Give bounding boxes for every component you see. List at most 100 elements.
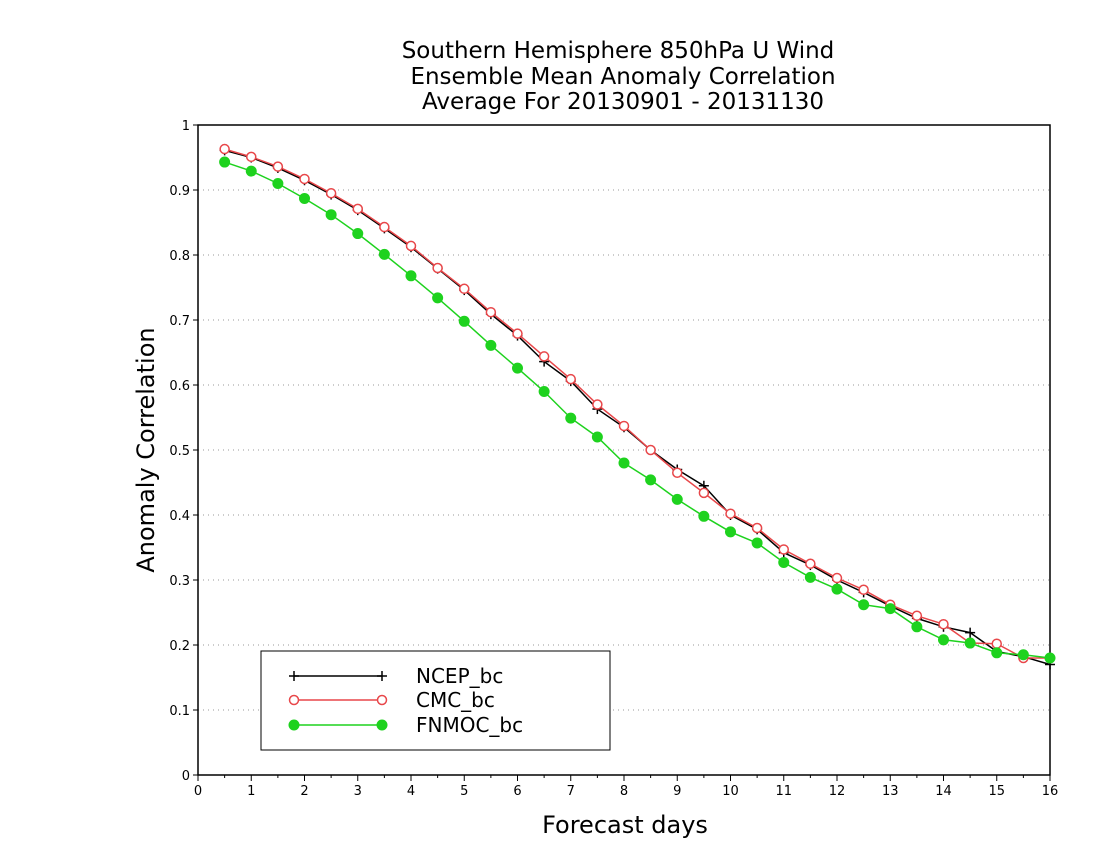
data-point	[672, 467, 683, 478]
legend-entry: NCEP_bc	[289, 664, 503, 688]
data-point	[645, 474, 657, 486]
data-point	[459, 283, 470, 295]
x-tick-label: 4	[407, 784, 415, 799]
axes: 00.10.20.30.40.50.60.70.80.910 1 2 3 4 5 6 7 8 9 1…	[169, 119, 1058, 799]
data-point	[245, 165, 257, 177]
y-tick-label: 0.6	[169, 379, 190, 394]
x-tick-label: 11	[775, 784, 792, 799]
data-point	[352, 228, 364, 240]
y-tick-label: 0.1	[169, 704, 190, 719]
data-point	[512, 328, 523, 339]
data-point	[618, 420, 630, 432]
y-tick-label: 0	[182, 769, 190, 784]
x-tick-label: 7	[567, 784, 575, 799]
data-point	[858, 599, 870, 611]
y-tick-label: 0.5	[169, 444, 190, 459]
legend-marker	[377, 671, 387, 681]
x-tick-label: 3	[354, 784, 362, 799]
data-point	[432, 262, 443, 274]
data-point	[858, 584, 869, 595]
data-point	[618, 457, 630, 469]
data-point	[751, 522, 763, 534]
y-tick-label: 0.9	[169, 184, 190, 199]
legend-marker	[289, 671, 299, 681]
data-point	[1044, 652, 1056, 664]
series-cmc-bc	[219, 143, 1056, 664]
legend-marker	[376, 694, 388, 706]
title-line-2: Ensemble Mean Anomaly Correlation	[410, 64, 835, 90]
data-point	[379, 221, 390, 233]
series-line	[224, 148, 1050, 659]
data-point	[485, 339, 497, 351]
data-point	[405, 270, 417, 282]
chart-title: Southern Hemisphere 850hPa U Wind Ensemb…	[402, 38, 836, 115]
title-line-1: Southern Hemisphere 850hPa U Wind	[402, 38, 835, 64]
y-tick-label: 0.2	[169, 639, 190, 654]
data-point	[299, 192, 310, 204]
data-point	[246, 151, 257, 163]
data-point	[592, 399, 603, 410]
data-point	[804, 571, 816, 583]
data-point	[671, 493, 683, 505]
data-point	[991, 638, 1002, 649]
x-axis-label: Forecast days	[542, 811, 708, 839]
data-point	[512, 362, 523, 374]
data-point	[831, 583, 843, 595]
data-point	[352, 203, 363, 215]
data-point	[805, 558, 816, 569]
data-point	[725, 526, 736, 538]
data-point	[965, 627, 976, 638]
data-point	[778, 556, 790, 568]
data-point	[1017, 649, 1029, 661]
y-tick-label: 0.4	[169, 509, 190, 524]
data-point	[219, 156, 231, 168]
data-point	[458, 315, 470, 327]
data-point	[378, 248, 390, 260]
y-tick-label: 0.3	[169, 574, 190, 589]
legend-marker	[288, 719, 300, 731]
y-axis-label: Anomaly Correlation	[132, 327, 160, 572]
data-point	[991, 647, 1003, 659]
data-point	[538, 351, 550, 362]
data-point	[831, 572, 843, 584]
data-point	[565, 373, 576, 385]
data-point	[432, 292, 444, 304]
data-point	[272, 161, 284, 172]
data-point	[538, 386, 550, 397]
y-tick-label: 0.7	[169, 314, 190, 329]
grid-lines	[198, 189, 1050, 711]
data-point	[938, 634, 949, 646]
data-point	[325, 209, 337, 221]
legend-label: NCEP_bc	[416, 664, 503, 688]
data-point	[751, 537, 763, 549]
x-tick-label: 16	[1042, 784, 1059, 799]
data-point	[964, 637, 976, 649]
x-tick-label: 14	[935, 784, 952, 799]
legend-label: CMC_bc	[416, 688, 495, 712]
legend-marker	[376, 719, 388, 731]
x-tick-label: 12	[829, 784, 846, 799]
data-point	[725, 508, 736, 519]
data-point	[565, 412, 577, 424]
data-point	[778, 544, 789, 555]
x-tick-label: 6	[513, 784, 521, 799]
x-tick-label: 2	[300, 784, 308, 799]
data-point	[911, 610, 923, 621]
data-point	[938, 618, 949, 630]
series-fnmoc-bc	[219, 156, 1056, 664]
x-tick-label: 15	[988, 784, 1005, 799]
x-tick-label: 9	[673, 784, 681, 799]
x-tick-label: 5	[460, 784, 468, 799]
data-point	[299, 173, 310, 185]
data-point	[272, 178, 284, 189]
data-point	[698, 487, 710, 499]
series-line	[224, 161, 1051, 659]
x-tick-label: 0	[194, 784, 202, 799]
series-layer	[219, 143, 1056, 670]
y-tick-label: 1	[182, 119, 190, 134]
data-point	[485, 306, 497, 318]
x-tick-label: 8	[620, 784, 628, 799]
legend-entry: CMC_bc	[288, 688, 495, 712]
